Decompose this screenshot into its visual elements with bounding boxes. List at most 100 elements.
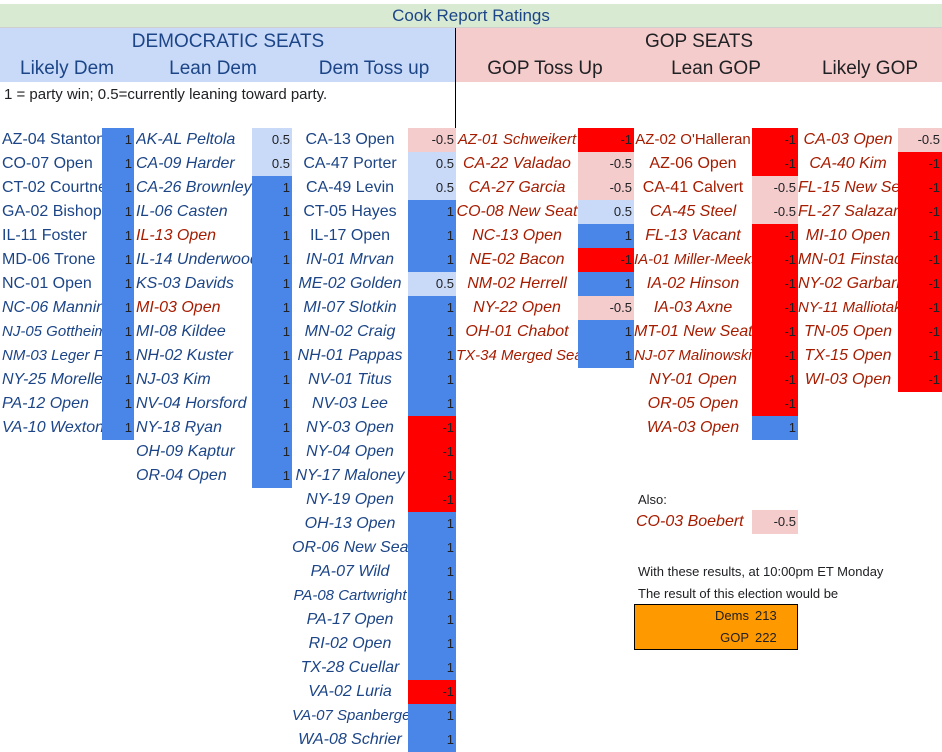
lean-dem-seat-value[interactable]: 1 bbox=[252, 440, 292, 464]
gop-tossup-seat-name[interactable]: CA-22 Valadao bbox=[463, 155, 571, 172]
likely-gop-seat-name[interactable]: WI-03 Open bbox=[804, 371, 892, 388]
likely-dem-seat-name[interactable]: GA-02 Bishop bbox=[2, 203, 102, 220]
likely-dem-seat-value[interactable]: 1 bbox=[102, 128, 134, 152]
dem-tossup-seat-value[interactable]: -1 bbox=[408, 416, 456, 440]
gop-tossup-seat-name[interactable]: CO-08 New Seat bbox=[456, 203, 578, 220]
likely-gop-seat-value[interactable]: -1 bbox=[898, 152, 942, 176]
lean-dem-seat-value[interactable]: 0.5 bbox=[252, 152, 292, 176]
likely-gop-seat-value[interactable]: -1 bbox=[898, 272, 942, 296]
likely-dem-seat-name[interactable]: NM-03 Leger Fernandez bbox=[2, 347, 102, 364]
dem-tossup-seat-value[interactable]: 1 bbox=[408, 296, 456, 320]
likely-dem-seat-name[interactable]: CO-07 Open bbox=[2, 155, 93, 172]
lean-gop-seat-value[interactable]: -1 bbox=[752, 344, 798, 368]
dem-tossup-seat-value[interactable]: 1 bbox=[408, 584, 456, 608]
likely-dem-seat-value[interactable]: 1 bbox=[102, 344, 134, 368]
gop-tossup-seat-name[interactable]: NE-02 Bacon bbox=[469, 251, 565, 268]
lean-dem-seat-value[interactable]: 1 bbox=[252, 392, 292, 416]
likely-dem-seat-value[interactable]: 1 bbox=[102, 416, 134, 440]
gop-tossup-seat-name[interactable]: AZ-01 Schweikert bbox=[457, 131, 577, 148]
likely-gop-seat-value[interactable]: -1 bbox=[898, 176, 942, 200]
likely-dem-seat-value[interactable]: 1 bbox=[102, 152, 134, 176]
gop-tossup-seat-value[interactable]: -0.5 bbox=[578, 152, 634, 176]
gop-tossup-seat-value[interactable]: 1 bbox=[578, 224, 634, 248]
lean-dem-seat-value[interactable]: 1 bbox=[252, 344, 292, 368]
dem-tossup-seat-value[interactable]: 1 bbox=[408, 536, 456, 560]
dem-tossup-seat-name[interactable]: TX-28 Cuellar bbox=[300, 659, 400, 676]
likely-dem-seat-name[interactable]: PA-12 Open bbox=[2, 395, 89, 412]
lean-dem-seat-name[interactable]: IL-06 Casten bbox=[136, 203, 228, 220]
also-seat-value[interactable]: -0.5 bbox=[752, 510, 798, 534]
gop-tossup-seat-value[interactable]: 1 bbox=[578, 344, 634, 368]
dem-tossup-seat-name[interactable]: NV-01 Titus bbox=[308, 371, 392, 388]
lean-gop-seat-name[interactable]: IA-01 Miller-Meeks bbox=[634, 251, 752, 268]
gop-tossup-seat-value[interactable]: -0.5 bbox=[578, 176, 634, 200]
likely-gop-seat-value[interactable]: -1 bbox=[898, 200, 942, 224]
also-seat-name[interactable]: CO-03 Boebert bbox=[636, 513, 744, 530]
likely-dem-seat-name[interactable]: MD-06 Trone bbox=[2, 251, 96, 268]
likely-gop-seat-name[interactable]: TN-05 Open bbox=[803, 323, 893, 340]
likely-gop-seat-value[interactable]: -1 bbox=[898, 296, 942, 320]
lean-gop-seat-name[interactable]: MT-01 New Seat bbox=[634, 323, 752, 340]
lean-gop-seat-name[interactable]: OR-05 Open bbox=[647, 395, 739, 412]
likely-dem-seat-name[interactable]: VA-10 Wexton bbox=[2, 419, 102, 436]
dem-tossup-seat-name[interactable]: NH-01 Pappas bbox=[297, 347, 403, 364]
gop-tossup-seat-name[interactable]: NM-02 Herrell bbox=[467, 275, 567, 292]
lean-dem-seat-name[interactable]: OH-09 Kaptur bbox=[136, 443, 235, 460]
dem-tossup-seat-name[interactable]: CA-49 Levin bbox=[305, 179, 395, 196]
dem-tossup-seat-value[interactable]: 0.5 bbox=[408, 272, 456, 296]
lean-gop-seat-name[interactable]: WA-03 Open bbox=[646, 419, 740, 436]
lean-dem-seat-name[interactable]: KS-03 Davids bbox=[136, 275, 234, 292]
likely-gop-seat-name[interactable]: MI-10 Open bbox=[805, 227, 891, 244]
likely-dem-seat-name[interactable]: NY-25 Morelle bbox=[2, 371, 102, 388]
likely-dem-seat-name[interactable]: CT-02 Courtney bbox=[2, 179, 102, 196]
dem-tossup-seat-value[interactable]: 0.5 bbox=[408, 176, 456, 200]
dem-tossup-seat-value[interactable]: -1 bbox=[408, 488, 456, 512]
dem-tossup-seat-name[interactable]: RI-02 Open bbox=[308, 635, 392, 652]
gop-tossup-seat-value[interactable]: -1 bbox=[578, 248, 634, 272]
dem-tossup-seat-name[interactable]: CA-47 Porter bbox=[303, 155, 397, 172]
lean-gop-seat-value[interactable]: -1 bbox=[752, 128, 798, 152]
gop-tossup-seat-name[interactable]: OH-01 Chabot bbox=[465, 323, 569, 340]
lean-gop-seat-name[interactable]: IA-03 Axne bbox=[653, 299, 733, 316]
likely-dem-seat-value[interactable]: 1 bbox=[102, 224, 134, 248]
dem-tossup-seat-name[interactable]: CT-05 Hayes bbox=[303, 203, 397, 220]
dem-tossup-seat-value[interactable]: 1 bbox=[408, 200, 456, 224]
dem-tossup-seat-value[interactable]: -1 bbox=[408, 680, 456, 704]
likely-gop-seat-name[interactable]: FL-15 New Seat bbox=[798, 179, 898, 196]
lean-dem-seat-name[interactable]: NY-18 Ryan bbox=[136, 419, 222, 436]
lean-dem-seat-name[interactable]: IL-13 Open bbox=[136, 227, 217, 244]
likely-dem-seat-name[interactable]: NC-01 Open bbox=[2, 275, 92, 292]
gop-tossup-seat-value[interactable]: -0.5 bbox=[578, 296, 634, 320]
likely-dem-seat-value[interactable]: 1 bbox=[102, 272, 134, 296]
likely-gop-seat-value[interactable]: -1 bbox=[898, 248, 942, 272]
dem-tossup-seat-name[interactable]: VA-07 Spanberger bbox=[292, 707, 408, 724]
lean-dem-seat-name[interactable]: IL-14 Underwood bbox=[136, 251, 252, 268]
dem-tossup-seat-value[interactable]: -0.5 bbox=[408, 128, 456, 152]
dem-tossup-seat-name[interactable]: PA-07 Wild bbox=[310, 563, 390, 580]
gop-tossup-seat-value[interactable]: 1 bbox=[578, 320, 634, 344]
lean-dem-seat-value[interactable]: 1 bbox=[252, 248, 292, 272]
dem-tossup-seat-name[interactable]: IN-01 Mrvan bbox=[305, 251, 395, 268]
dem-tossup-seat-name[interactable]: PA-17 Open bbox=[306, 611, 394, 628]
lean-dem-seat-name[interactable]: NJ-03 Kim bbox=[136, 371, 211, 388]
dem-tossup-seat-name[interactable]: NY-03 Open bbox=[306, 419, 394, 436]
lean-dem-seat-name[interactable]: CA-26 Brownley bbox=[136, 179, 252, 196]
likely-gop-seat-value[interactable]: -1 bbox=[898, 344, 942, 368]
lean-dem-seat-value[interactable]: 1 bbox=[252, 176, 292, 200]
lean-dem-seat-name[interactable]: NH-02 Kuster bbox=[136, 347, 233, 364]
dem-tossup-seat-value[interactable]: 1 bbox=[408, 656, 456, 680]
lean-gop-seat-value[interactable]: -1 bbox=[752, 392, 798, 416]
dem-tossup-seat-name[interactable]: NY-04 Open bbox=[306, 443, 394, 460]
lean-gop-seat-value[interactable]: -1 bbox=[752, 296, 798, 320]
dem-tossup-seat-name[interactable]: ME-02 Golden bbox=[298, 275, 402, 292]
dem-tossup-seat-name[interactable]: NY-19 Open bbox=[306, 491, 394, 508]
lean-gop-seat-value[interactable]: -0.5 bbox=[752, 176, 798, 200]
dem-tossup-seat-name[interactable]: MN-02 Craig bbox=[304, 323, 396, 340]
dem-tossup-seat-name[interactable]: MI-07 Slotkin bbox=[303, 299, 397, 316]
likely-dem-seat-value[interactable]: 1 bbox=[102, 392, 134, 416]
dem-tossup-seat-value[interactable]: 1 bbox=[408, 320, 456, 344]
lean-gop-seat-value[interactable]: 1 bbox=[752, 416, 798, 440]
lean-gop-seat-name[interactable]: CA-41 Calvert bbox=[642, 179, 744, 196]
dem-tossup-seat-name[interactable]: OH-13 Open bbox=[304, 515, 396, 532]
dem-tossup-seat-name[interactable]: CA-13 Open bbox=[305, 131, 395, 148]
